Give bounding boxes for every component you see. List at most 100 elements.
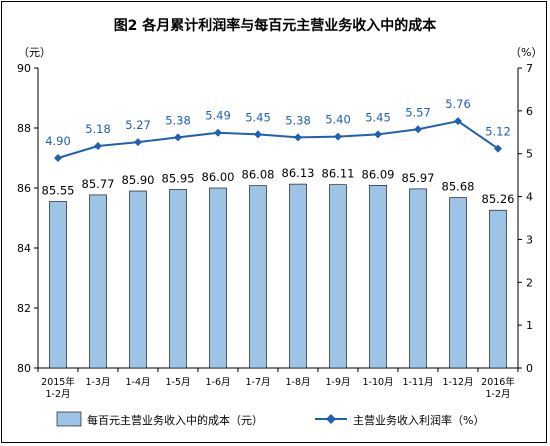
- right-axis-tick-label: 5: [526, 148, 533, 161]
- line-value-label: 5.57: [405, 105, 431, 119]
- x-axis-tick-label-line: 1-9月: [325, 377, 350, 388]
- line-value-label: 5.45: [245, 110, 271, 124]
- bar-value-label: 85.97: [402, 171, 435, 185]
- left-axis-tick-label: 88: [17, 122, 31, 135]
- x-axis-tick-label-line: 1-5月: [165, 377, 190, 388]
- bar: [129, 190, 147, 369]
- x-axis-tick-label-line: 2015年: [41, 376, 75, 388]
- bar-series: 85.55 85.77 85.90 85.95 86.00 86.08 86.13 86.11…: [42, 166, 515, 369]
- x-axis-tick-label-line: 1-8月: [285, 377, 310, 388]
- bar: [289, 183, 307, 369]
- bar-value-label: 85.77: [82, 177, 115, 191]
- left-axis-tick-label: 86: [17, 182, 31, 195]
- right-axis-tick-label: 3: [526, 233, 533, 246]
- line-point: [54, 154, 62, 162]
- x-axis-tick-label: 1-5月: [165, 377, 190, 388]
- right-axis-tick-label: 0: [526, 362, 533, 375]
- line-point: [174, 133, 182, 142]
- bar: [49, 201, 67, 369]
- right-axis-tick-label: 1: [526, 319, 533, 332]
- line-point: [214, 128, 222, 137]
- bar: [169, 189, 187, 369]
- legend: 每百元主营业务收入中的成本（元） 主营业务收入利润率（%）: [56, 411, 484, 427]
- line-point: [374, 130, 382, 139]
- x-axis-tick-label: 1-4月: [125, 377, 150, 388]
- bar: [209, 187, 227, 369]
- right-axis-unit: （%）: [510, 46, 542, 59]
- line-value-label: 5.76: [445, 97, 471, 111]
- x-axis-tick-label-line: 1-3月: [85, 377, 110, 388]
- bar-value-label: 85.26: [482, 192, 515, 206]
- left-axis-tick-label: 84: [17, 242, 31, 255]
- x-axis-tick-label: 1-7月: [245, 377, 270, 388]
- right-axis-tick-label: 2: [526, 276, 533, 289]
- left-axis-unit: （元）: [18, 46, 51, 59]
- line-point: [494, 144, 502, 153]
- line-point: [414, 125, 422, 134]
- left-axis-tick-label: 82: [17, 302, 31, 315]
- bar-value-label: 86.13: [282, 166, 315, 180]
- left-axis-tick-label: 90: [17, 62, 31, 75]
- x-axis-tick-label-line: 1-12月: [442, 377, 473, 388]
- left-axis-tick-label: 80: [17, 362, 31, 375]
- right-axis-tick-label: 6: [526, 105, 533, 118]
- right-axis-tick-label: 7: [526, 62, 533, 75]
- bar-value-label: 85.90: [122, 173, 155, 187]
- x-axis-tick-label-line: 1-2月: [45, 389, 70, 400]
- line-path: [57, 120, 499, 159]
- line-value-label: 5.40: [325, 113, 351, 127]
- x-axis-tick-label-line: 1-11月: [402, 377, 433, 388]
- line-point: [334, 132, 342, 141]
- bar: [249, 185, 267, 369]
- x-axis-tick-label-line: 2016年: [481, 376, 515, 388]
- legend-bar-label: 每百元主营业务收入中的成本（元）: [87, 413, 263, 427]
- x-axis-tick-label: 1-6月: [205, 377, 230, 388]
- line-point: [134, 138, 142, 147]
- x-axis-tick-label: 1-9月: [325, 377, 350, 388]
- x-axis-tick-label: 2016年 1-2月: [481, 376, 515, 400]
- bar-value-label: 85.95: [162, 172, 195, 186]
- line-point: [94, 142, 102, 150]
- legend-bar-swatch: [56, 411, 82, 427]
- line-value-label: 4.90: [45, 134, 71, 148]
- line-value-label: 5.49: [205, 109, 231, 123]
- legend-line-label: 主营业务收入利润率（%）: [353, 413, 484, 427]
- x-axis-tick-label: 1-3月: [85, 377, 110, 388]
- bar: [89, 194, 107, 369]
- bar: [449, 197, 467, 369]
- line-point: [294, 133, 302, 142]
- line-value-label: 5.27: [125, 118, 151, 132]
- x-axis-tick-label-line: 1-10月: [362, 377, 393, 388]
- bar-value-label: 86.09: [362, 167, 395, 181]
- line-value-label: 5.12: [485, 125, 511, 139]
- axes: 80 82 84 86 88 90 0 1 2 3 4 5 6 7: [17, 62, 533, 375]
- x-axis-tick-label: 1-10月: [362, 377, 393, 388]
- x-axis-tick-label-line: 1-6月: [205, 377, 230, 388]
- line-value-label: 5.18: [85, 122, 111, 136]
- x-axis-tick-label: 1-12月: [442, 377, 473, 388]
- bar: [369, 185, 387, 369]
- bar-value-label: 86.08: [242, 168, 275, 182]
- bar: [409, 188, 427, 369]
- legend-line-marker: [326, 414, 336, 424]
- x-axis-tick-label: 2015年 1-2月: [41, 376, 75, 400]
- line-point: [454, 117, 462, 126]
- line-value-label: 5.38: [165, 113, 191, 127]
- bar: [329, 184, 347, 369]
- line-value-label: 5.38: [285, 113, 311, 127]
- x-axis-tick-label-line: 1-4月: [125, 377, 150, 388]
- bar-value-label: 85.55: [42, 184, 75, 198]
- bar-value-label: 86.00: [202, 170, 235, 184]
- bar-value-label: 86.11: [322, 167, 355, 181]
- x-axis-tick-label: 1-8月: [285, 377, 310, 388]
- line-series: 4.90 5.18 5.27 5.38 5.49 5.45 5.38 5.40 5.45 5.57…: [45, 97, 511, 162]
- right-axis-tick-label: 4: [526, 191, 533, 204]
- x-axis-labels: 2015年 1-2月1-3月 1-4月 1-5月 1-6月 1-7月 1-8月 1-9月 1-1…: [41, 376, 515, 400]
- line-value-label: 5.45: [365, 110, 391, 124]
- x-axis-tick-label-line: 1-7月: [245, 377, 270, 388]
- bar-value-label: 85.68: [442, 180, 475, 194]
- chart-title: 图2 各月累计利润率与每百元主营业务收入中的成本: [114, 17, 438, 34]
- x-axis-tick-label-line: 1-2月: [485, 389, 510, 400]
